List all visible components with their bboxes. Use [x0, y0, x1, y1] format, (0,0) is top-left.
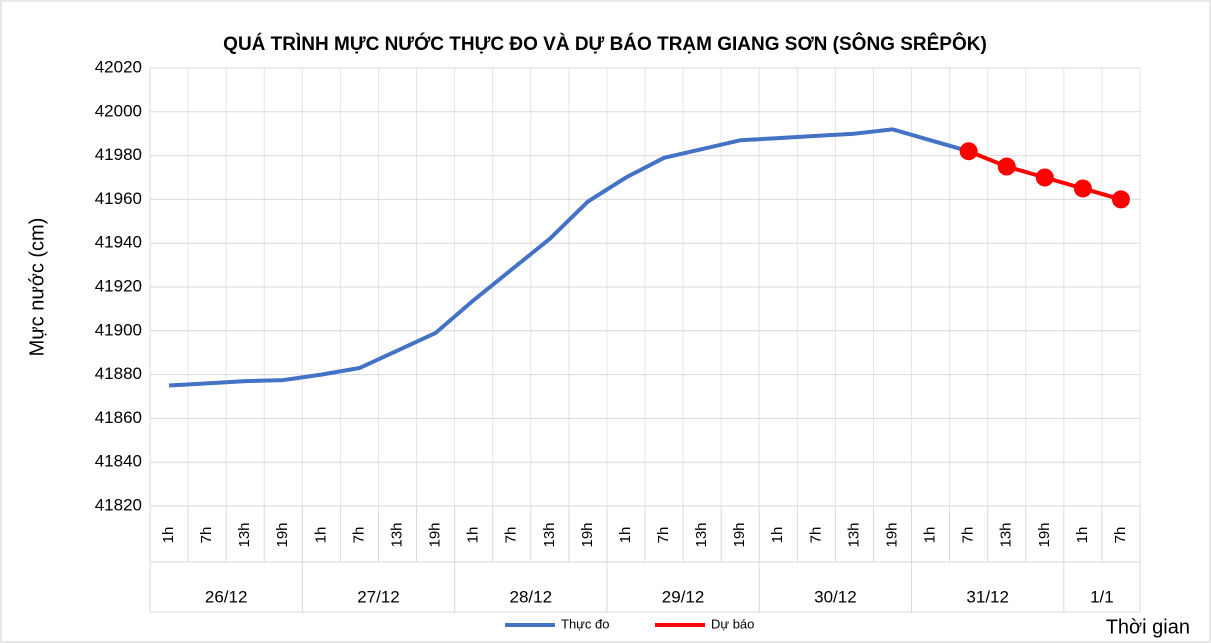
x-tick-label: 19h — [274, 522, 291, 547]
y-tick-label: 41860 — [95, 408, 142, 427]
x-tick-label: 7h — [1112, 527, 1129, 544]
series-marker — [1073, 179, 1092, 198]
x-group-label: 28/12 — [509, 587, 552, 606]
y-axis-label: Mực nước (cm) — [26, 218, 48, 357]
x-axis-label: Thời gian — [1106, 616, 1190, 638]
y-tick-label: 42020 — [95, 57, 142, 76]
x-group-label: 27/12 — [357, 587, 400, 606]
x-group-label: 31/12 — [966, 587, 1009, 606]
chart-title: QUÁ TRÌNH MỰC NƯỚC THỰC ĐO VÀ DỰ BÁO TRẠ… — [223, 33, 987, 55]
y-tick-label: 41880 — [95, 364, 142, 383]
x-tick-label: 7h — [960, 527, 977, 544]
y-tick-label: 41900 — [95, 320, 142, 339]
x-tick-label: 13h — [541, 522, 558, 547]
x-tick-label: 19h — [579, 522, 596, 547]
x-tick-label: 1h — [769, 527, 786, 544]
legend-label: Thực đo — [561, 616, 609, 631]
y-tick-label: 41940 — [95, 233, 142, 252]
x-group-label: 29/12 — [662, 587, 705, 606]
x-tick-label: 19h — [1036, 522, 1053, 547]
x-group-label: 30/12 — [814, 587, 857, 606]
y-tick-label: 41920 — [95, 276, 142, 295]
x-tick-label: 13h — [998, 522, 1015, 547]
series-marker — [1035, 168, 1054, 187]
x-tick-label: 1h — [160, 527, 177, 544]
x-tick-label: 7h — [198, 527, 215, 544]
y-tick-label: 41820 — [95, 495, 142, 514]
x-tick-label: 1h — [617, 527, 634, 544]
x-group-label: 26/12 — [205, 587, 248, 606]
x-tick-label: 19h — [731, 522, 748, 547]
y-tick-label: 41980 — [95, 145, 142, 164]
x-tick-label: 19h — [883, 522, 900, 547]
x-tick-label: 7h — [655, 527, 672, 544]
x-tick-label: 1h — [465, 527, 482, 544]
series-line — [168, 127, 970, 388]
x-group-label: 1/1 — [1090, 587, 1114, 606]
x-tick-label: 13h — [388, 522, 405, 547]
x-tick-label: 19h — [427, 522, 444, 547]
y-tick-label: 41840 — [95, 452, 142, 471]
y-tick-label: 42000 — [95, 101, 142, 120]
x-tick-label: 7h — [503, 527, 520, 544]
x-tick-label: 7h — [350, 527, 367, 544]
y-tick-label: 41960 — [95, 189, 142, 208]
x-tick-label: 13h — [693, 522, 710, 547]
x-tick-label: 1h — [1074, 527, 1091, 544]
x-tick-label: 13h — [236, 522, 253, 547]
x-tick-label: 1h — [312, 527, 329, 544]
series-marker — [997, 157, 1016, 176]
x-tick-label: 13h — [845, 522, 862, 547]
series-marker — [959, 142, 978, 161]
legend-label: Dự báo — [711, 616, 754, 631]
x-tick-label: 1h — [922, 527, 939, 544]
x-tick-label: 7h — [807, 527, 824, 544]
series-marker — [1111, 190, 1130, 209]
